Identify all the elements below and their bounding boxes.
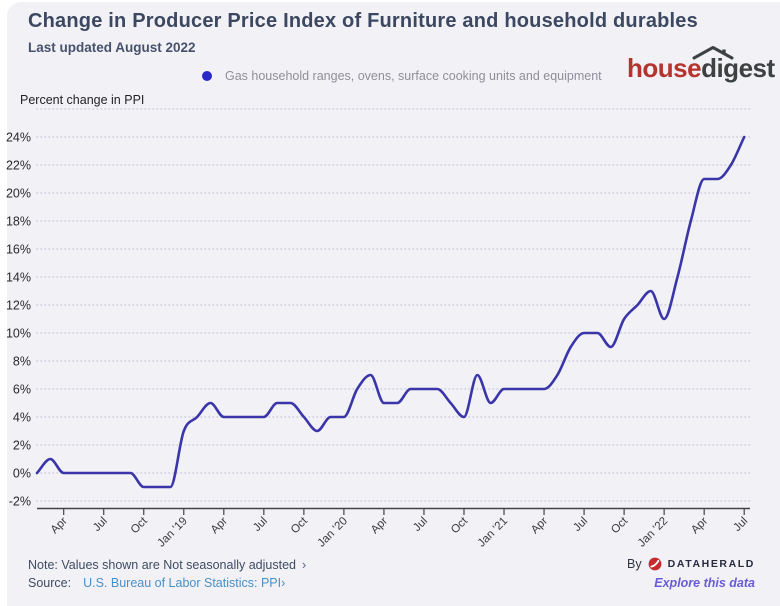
note-chevron-icon[interactable]: › bbox=[301, 558, 307, 572]
svg-text:Oct: Oct bbox=[609, 515, 631, 537]
svg-text:Jul: Jul bbox=[731, 515, 750, 534]
svg-text:Jan '21: Jan '21 bbox=[476, 515, 510, 549]
svg-text:Apr: Apr bbox=[689, 515, 710, 536]
svg-text:Jan '22: Jan '22 bbox=[636, 515, 670, 549]
svg-text:Jul: Jul bbox=[411, 515, 430, 534]
svg-text:0%: 0% bbox=[13, 466, 31, 480]
x-axis: Apr Jul Oct Jan '19 Apr Jul Oct Jan '20 Apr Jul Oc… bbox=[37, 507, 750, 550]
dataherald-brand-name: DATAHERALD bbox=[667, 558, 755, 570]
note-text: Note: Values shown are Not seasonally ad… bbox=[28, 558, 296, 572]
svg-text:Apr: Apr bbox=[209, 515, 230, 536]
svg-text:Apr: Apr bbox=[49, 515, 70, 536]
svg-text:2%: 2% bbox=[13, 438, 31, 452]
svg-text:10%: 10% bbox=[6, 326, 31, 340]
explore-data-link[interactable]: Explore this data bbox=[654, 576, 755, 590]
svg-text:Jan '20: Jan '20 bbox=[316, 515, 350, 549]
svg-text:12%: 12% bbox=[6, 298, 31, 312]
legend-dot-icon bbox=[202, 71, 212, 81]
svg-text:6%: 6% bbox=[13, 382, 31, 396]
svg-text:-2%: -2% bbox=[9, 494, 31, 508]
chart-legend: Gas household ranges, ovens, surface coo… bbox=[202, 69, 602, 83]
note-row[interactable]: Note: Values shown are Not seasonally ad… bbox=[28, 558, 306, 572]
source-row: Source: U.S. Bureau of Labor Statistics: … bbox=[28, 576, 285, 590]
housedigest-logo: housedigest bbox=[627, 46, 775, 84]
svg-text:Jul: Jul bbox=[251, 515, 270, 534]
svg-text:22%: 22% bbox=[6, 158, 31, 172]
svg-text:Oct: Oct bbox=[289, 515, 311, 537]
svg-text:20%: 20% bbox=[6, 186, 31, 200]
ppi-series-line bbox=[35, 135, 746, 489]
legend-series-label: Gas household ranges, ovens, surface coo… bbox=[225, 69, 602, 83]
y-axis-title: Percent change in PPI bbox=[20, 93, 145, 107]
svg-text:Apr: Apr bbox=[529, 515, 550, 536]
svg-text:Apr: Apr bbox=[369, 515, 390, 536]
last-updated-subtitle: Last updated August 2022 bbox=[28, 40, 196, 55]
gridlines bbox=[36, 108, 751, 502]
dataherald-logo-icon bbox=[648, 557, 662, 571]
svg-text:14%: 14% bbox=[6, 270, 31, 284]
svg-text:Oct: Oct bbox=[449, 515, 471, 537]
svg-text:Jan '19: Jan '19 bbox=[155, 515, 189, 549]
house-roof-icon bbox=[692, 46, 734, 60]
page-title: Change in Producer Price Index of Furnit… bbox=[28, 10, 698, 32]
byline[interactable]: By DATAHERALD bbox=[627, 557, 755, 571]
svg-text:4%: 4% bbox=[13, 410, 31, 424]
svg-text:8%: 8% bbox=[13, 354, 31, 368]
housedigest-logo-digest: digest bbox=[701, 53, 775, 83]
chart-card-background bbox=[7, 2, 780, 606]
source-label: Source: bbox=[28, 576, 72, 590]
source-chevron-icon[interactable]: › bbox=[281, 576, 286, 590]
svg-text:Jul: Jul bbox=[571, 515, 590, 534]
by-label: By bbox=[627, 557, 642, 571]
svg-text:Oct: Oct bbox=[129, 515, 151, 537]
svg-text:18%: 18% bbox=[6, 214, 31, 228]
y-axis-labels: -2% 0% 2% 4% 6% 8% 10% 12% 14% 16% 18% 20% 22% 24% bbox=[6, 130, 31, 508]
svg-text:16%: 16% bbox=[6, 242, 31, 256]
svg-text:24%: 24% bbox=[6, 130, 31, 144]
svg-text:Jul: Jul bbox=[91, 515, 110, 534]
housedigest-logo-house: house bbox=[627, 53, 702, 83]
source-link[interactable]: U.S. Bureau of Labor Statistics: PPI bbox=[83, 576, 282, 590]
